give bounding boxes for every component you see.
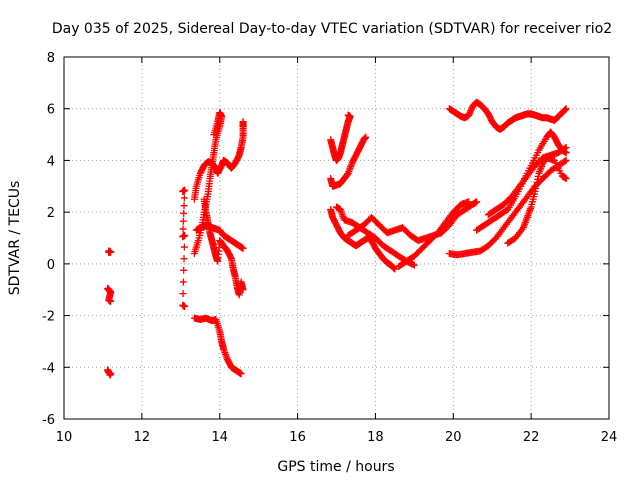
series-pass-20h-b [473,128,570,234]
data-point [344,111,352,119]
series-pass-11h-c [104,366,115,379]
x-tick-label: 16 [289,430,306,445]
x-tick-label: 22 [523,430,540,445]
data-point [561,144,569,152]
data-point [181,186,189,194]
data-point [179,217,187,225]
y-tick-label: 4 [47,154,55,169]
series-pass-13h-a [179,186,189,311]
data-point [239,118,247,126]
data-point [105,247,113,255]
y-tick-label: 6 [47,103,55,118]
series-pass-21h-tail [504,154,570,247]
data-marks [104,98,570,379]
series-pass-20h-top [445,98,570,133]
data-point [179,278,187,286]
data-point [180,243,188,251]
data-point [107,297,115,305]
x-tick-label: 14 [211,430,228,445]
series-pass-17h-c [327,206,399,273]
plot-frame [63,56,610,420]
data-point [562,175,570,183]
data-point [179,225,187,233]
y-axis-label: SDTVAR / TECUs [7,181,23,296]
data-point [362,133,370,141]
data-point [562,156,570,164]
y-tick-label: 8 [47,51,55,66]
data-point [465,198,473,206]
y-tick-label: 0 [47,258,55,273]
axis-ticks [63,56,610,420]
x-axis-label: GPS time / hours [277,459,394,475]
data-point [239,244,247,252]
data-point [410,261,418,269]
data-point [473,198,481,206]
series-pass-11h-a [105,247,115,256]
data-point [561,157,569,165]
data-point [179,290,187,298]
data-point [562,144,570,151]
x-tick-label: 12 [134,430,151,445]
series-pass-13h-arc [190,118,247,203]
data-point [180,209,188,217]
data-point [562,105,570,113]
x-tick-label: 20 [445,430,462,445]
data-point [210,131,218,139]
series-pass-20h-c [484,144,570,219]
y-tick-label: -6 [42,413,55,428]
series-pass-13h-drop [200,195,247,299]
data-point [180,202,188,210]
x-tick-label: 18 [367,430,384,445]
data-point [180,255,188,263]
y-tick-label: 2 [47,206,55,221]
x-tick-label: 10 [56,430,73,445]
data-point [181,303,189,311]
series-pass-17h-a [327,111,354,164]
series-pass-13h-low [190,314,245,378]
data-point [391,265,399,273]
data-point [106,371,114,379]
data-point [180,266,188,274]
series-pass-19h-rise [395,198,473,270]
data-point [180,194,188,202]
y-tick-label: -4 [42,361,55,376]
y-tick-label: -2 [42,310,55,325]
data-point [181,231,189,239]
chart-title: Day 035 of 2025, Sidereal Day-to-day VTE… [52,21,612,37]
data-point [239,286,247,294]
series-pass-11h-b [104,284,115,305]
series-pass-17h-b [327,133,370,190]
x-tick-label: 24 [601,430,618,445]
data-point [237,370,245,378]
